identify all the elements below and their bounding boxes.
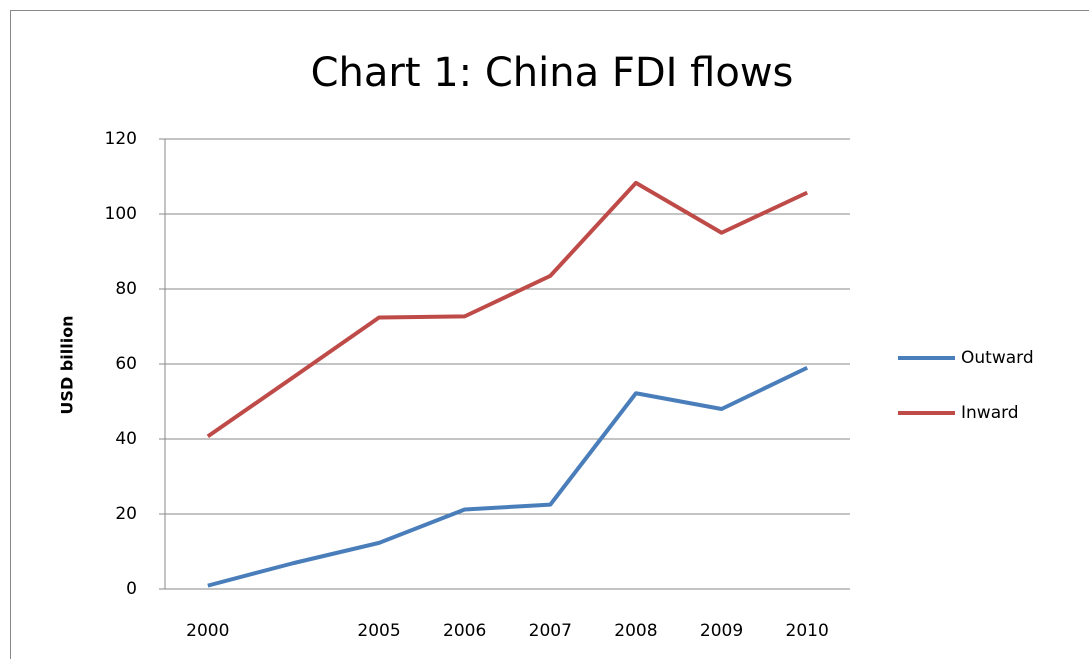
y-axis-label: USD billion bbox=[58, 315, 77, 414]
y-tick-label: 40 bbox=[115, 429, 137, 449]
series-line bbox=[207, 365, 809, 588]
x-tick-label: 2000 bbox=[186, 621, 229, 641]
y-tick-label: 80 bbox=[115, 279, 137, 299]
y-tick-label: 100 bbox=[105, 204, 137, 224]
chart-title: Chart 1: China FDI flows bbox=[311, 50, 794, 96]
x-tick-label: 2008 bbox=[614, 621, 657, 641]
y-tick-label: 60 bbox=[115, 354, 137, 374]
x-tick-label: 2009 bbox=[700, 621, 743, 641]
y-tick-label: 0 bbox=[126, 579, 137, 599]
x-tick-label: 2006 bbox=[443, 621, 486, 641]
x-tick-label: 2010 bbox=[786, 621, 829, 641]
chart-frame bbox=[10, 10, 1089, 659]
y-tick-label: 20 bbox=[115, 504, 137, 524]
x-tick-label: 2005 bbox=[357, 621, 400, 641]
legend-label: Inward bbox=[961, 403, 1019, 423]
y-tick-label: 120 bbox=[105, 129, 137, 149]
series-line bbox=[206, 180, 809, 439]
legend-label: Outward bbox=[961, 348, 1034, 368]
x-tick-label: 2007 bbox=[529, 621, 572, 641]
